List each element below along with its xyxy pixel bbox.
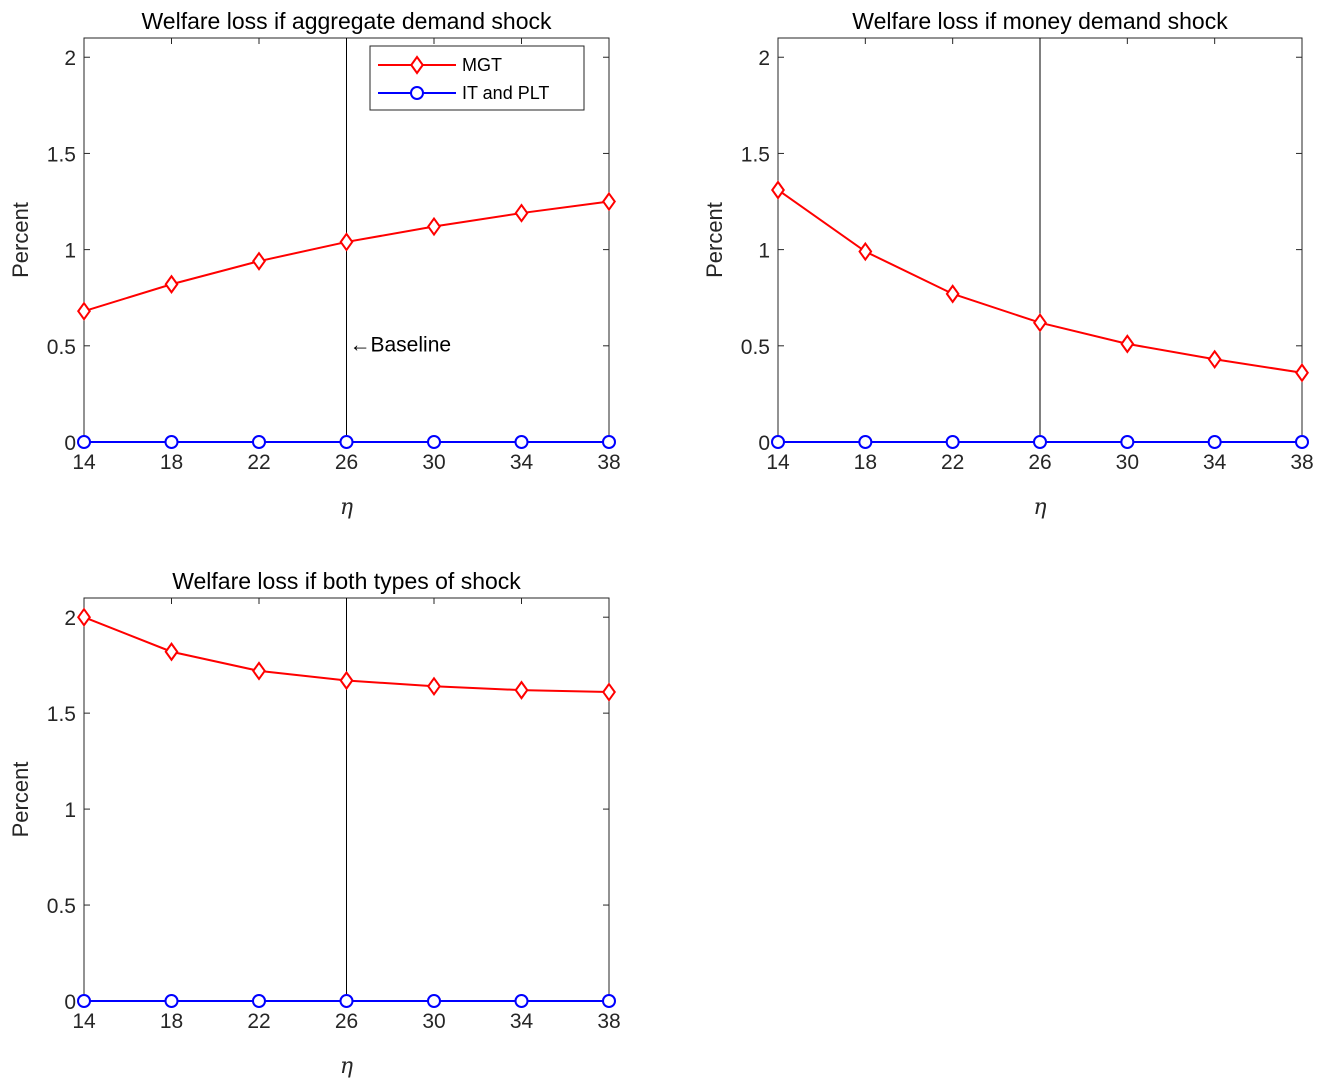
- data-point-circle: [339, 994, 354, 1008]
- data-point-circle: [945, 435, 960, 449]
- x-tick-label: 22: [247, 1010, 270, 1033]
- data-point-diamond: [252, 661, 266, 681]
- data-point-diamond: [514, 203, 529, 223]
- y-tick-label: 1.5: [741, 143, 770, 166]
- x-tick-label: 38: [597, 451, 620, 474]
- y-axis-label: Percent: [702, 202, 727, 278]
- x-tick-label: 14: [72, 451, 96, 474]
- legend-marker-diamond: [410, 55, 424, 75]
- x-tick-label: 26: [1028, 451, 1051, 474]
- data-point-circle: [602, 994, 616, 1008]
- y-axis-label: Percent: [8, 202, 33, 278]
- chart-panel-2: 14 18 22 26 30 34 38 0 0.5 1 1.5 2 Welfare loss if m…: [702, 8, 1314, 520]
- data-point-circle: [164, 435, 179, 449]
- y-tick-label: 0.5: [741, 336, 770, 359]
- data-point-diamond: [602, 682, 616, 702]
- data-point-diamond: [1207, 349, 1222, 369]
- x-tick-label: 30: [422, 451, 445, 474]
- data-point-diamond: [1033, 313, 1047, 333]
- x-tick-label: 22: [941, 451, 964, 474]
- x-tick-label: 14: [72, 1010, 96, 1033]
- baseline-annotation: ←Baseline: [350, 334, 452, 357]
- x-tick-label: 30: [1116, 451, 1139, 474]
- data-point-diamond: [252, 251, 266, 271]
- x-tick-label: 26: [335, 1010, 358, 1033]
- data-point-circle: [164, 994, 179, 1008]
- y-tick-label: 0.5: [47, 336, 76, 359]
- data-point-circle: [858, 435, 873, 449]
- x-tick-label: 14: [766, 451, 790, 474]
- x-tick-label: 34: [510, 451, 534, 474]
- x-axis-label: η: [340, 495, 353, 520]
- x-tick-label: 38: [1290, 451, 1313, 474]
- data-point-circle: [1295, 435, 1309, 449]
- y-tick-label: 0.5: [47, 895, 76, 918]
- y-tick-label: 0: [64, 432, 76, 455]
- data-point-diamond: [771, 180, 785, 200]
- legend-label: IT and PLT: [462, 83, 549, 103]
- x-tick-label: 26: [335, 451, 358, 474]
- data-point-diamond: [1295, 363, 1309, 383]
- data-point-circle: [77, 994, 91, 1008]
- data-point-diamond: [77, 301, 91, 321]
- y-tick-label: 0: [64, 991, 76, 1014]
- chart-title: Welfare loss if aggregate demand shock: [142, 8, 552, 34]
- y-tick-label: 1: [64, 240, 76, 263]
- x-axis-label: η: [1033, 495, 1046, 520]
- data-point-diamond: [164, 642, 179, 662]
- data-point-circle: [427, 994, 441, 1008]
- data-point-circle: [77, 435, 91, 449]
- data-point-diamond: [945, 284, 960, 304]
- y-axis-label: Percent: [8, 762, 33, 838]
- chart-title: Welfare loss if both types of shock: [172, 568, 521, 594]
- data-point-circle: [252, 435, 266, 449]
- x-tick-label: 30: [422, 1010, 445, 1033]
- data-point-diamond: [858, 241, 873, 262]
- data-point-diamond: [427, 216, 441, 237]
- data-point-diamond: [602, 191, 616, 212]
- x-tick-label: 22: [247, 451, 270, 474]
- data-point-diamond: [77, 607, 91, 627]
- legend-marker-circle: [410, 86, 424, 100]
- y-tick-label: 2: [758, 47, 770, 70]
- x-tick-label: 18: [160, 1010, 183, 1033]
- data-point-circle: [1033, 435, 1047, 449]
- x-tick-label: 38: [597, 1010, 620, 1033]
- data-point-diamond: [427, 676, 441, 696]
- data-point-diamond: [164, 274, 179, 294]
- data-point-diamond: [339, 232, 354, 252]
- y-tick-label: 1: [758, 240, 770, 263]
- y-tick-label: 2: [64, 607, 76, 630]
- data-point-circle: [252, 994, 266, 1008]
- data-point-diamond: [1120, 334, 1135, 354]
- data-point-circle: [514, 994, 529, 1008]
- y-tick-label: 1.5: [47, 703, 76, 726]
- data-point-diamond: [514, 680, 529, 700]
- legend-box: [369, 45, 585, 111]
- chart-title: Welfare loss if money demand shock: [852, 8, 1228, 34]
- data-point-circle: [514, 435, 529, 449]
- x-tick-label: 18: [160, 451, 183, 474]
- x-axis-label: η: [340, 1054, 353, 1079]
- data-point-circle: [427, 435, 441, 449]
- y-tick-label: 2: [64, 47, 76, 70]
- x-tick-label: 34: [1203, 451, 1227, 474]
- data-point-circle: [771, 435, 785, 449]
- data-point-circle: [1207, 435, 1222, 449]
- chart-panel-3: 14 18 22 26 30 34 38 0 0.5 1 1.5 2 Welfare loss if b…: [8, 568, 621, 1079]
- data-point-circle: [339, 435, 354, 449]
- x-tick-label: 34: [510, 1010, 534, 1033]
- y-tick-label: 0: [758, 432, 770, 455]
- data-point-circle: [602, 435, 616, 449]
- legend: MGT IT and PLT: [369, 45, 585, 111]
- x-tick-label: 18: [854, 451, 877, 474]
- legend-label: MGT: [462, 55, 502, 75]
- data-point-diamond: [339, 670, 354, 691]
- chart-panel-1: 14 18 22 26 30 34 38 0 0.5 1 1.5 2 Welfare loss if a…: [8, 8, 621, 520]
- data-point-circle: [1120, 435, 1135, 449]
- y-tick-label: 1.5: [47, 143, 76, 166]
- y-tick-label: 1: [64, 799, 76, 822]
